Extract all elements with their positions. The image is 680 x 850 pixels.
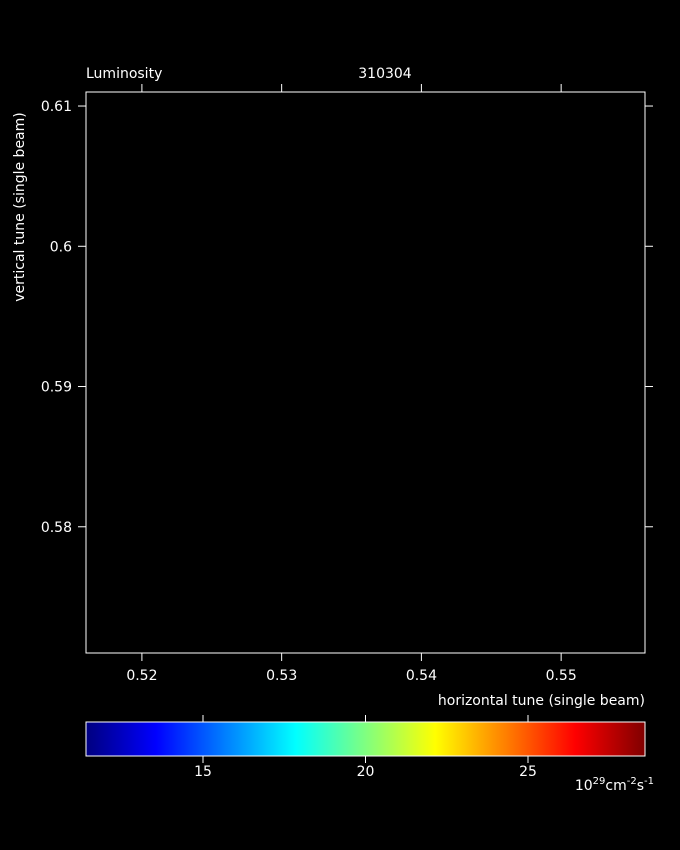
x-tick-label: 0.52 — [126, 668, 157, 684]
y-tick-label: 0.59 — [41, 380, 72, 396]
x-axis-label: horizontal tune (single beam) — [438, 693, 645, 709]
y-tick-label: 0.61 — [41, 99, 72, 115]
y-axis-label: vertical tune (single beam) — [12, 112, 28, 302]
y-tick-label: 0.6 — [50, 239, 72, 255]
colorbar-unit: 1029cm-2s-1 — [575, 776, 654, 794]
plot-frame — [85, 91, 646, 654]
chart-title: Luminosity — [86, 66, 162, 82]
chart-subtitle: 310304 — [358, 66, 412, 82]
x-tick-label: 0.53 — [266, 668, 297, 684]
colorbar-tick-label: 20 — [357, 764, 375, 780]
x-tick-label: 0.55 — [546, 668, 577, 684]
y-tick-label: 0.58 — [41, 520, 72, 536]
x-tick-label: 0.54 — [406, 668, 437, 684]
colorbar — [86, 722, 645, 756]
colorbar-tick-label: 15 — [194, 764, 212, 780]
colorbar-tick-label: 25 — [519, 764, 537, 780]
